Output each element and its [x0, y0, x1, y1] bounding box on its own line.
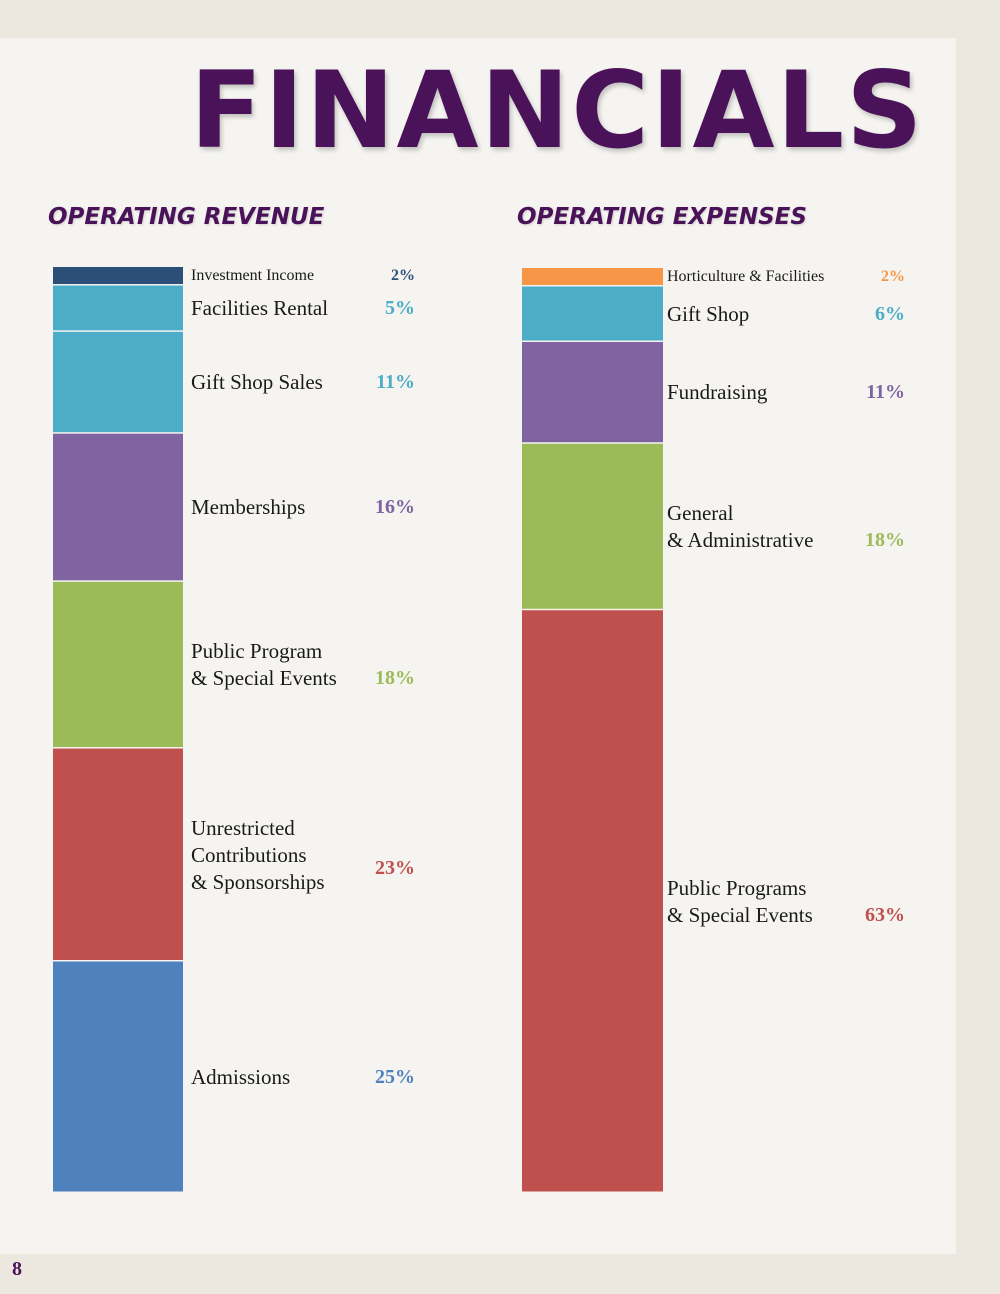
- page-title: FINANCIALS: [190, 49, 925, 172]
- revenue-chart-title: OPERATING REVENUE: [48, 204, 325, 230]
- page-number: 8: [12, 1258, 22, 1280]
- expenses-chart-title: OPERATING EXPENSES: [517, 204, 807, 230]
